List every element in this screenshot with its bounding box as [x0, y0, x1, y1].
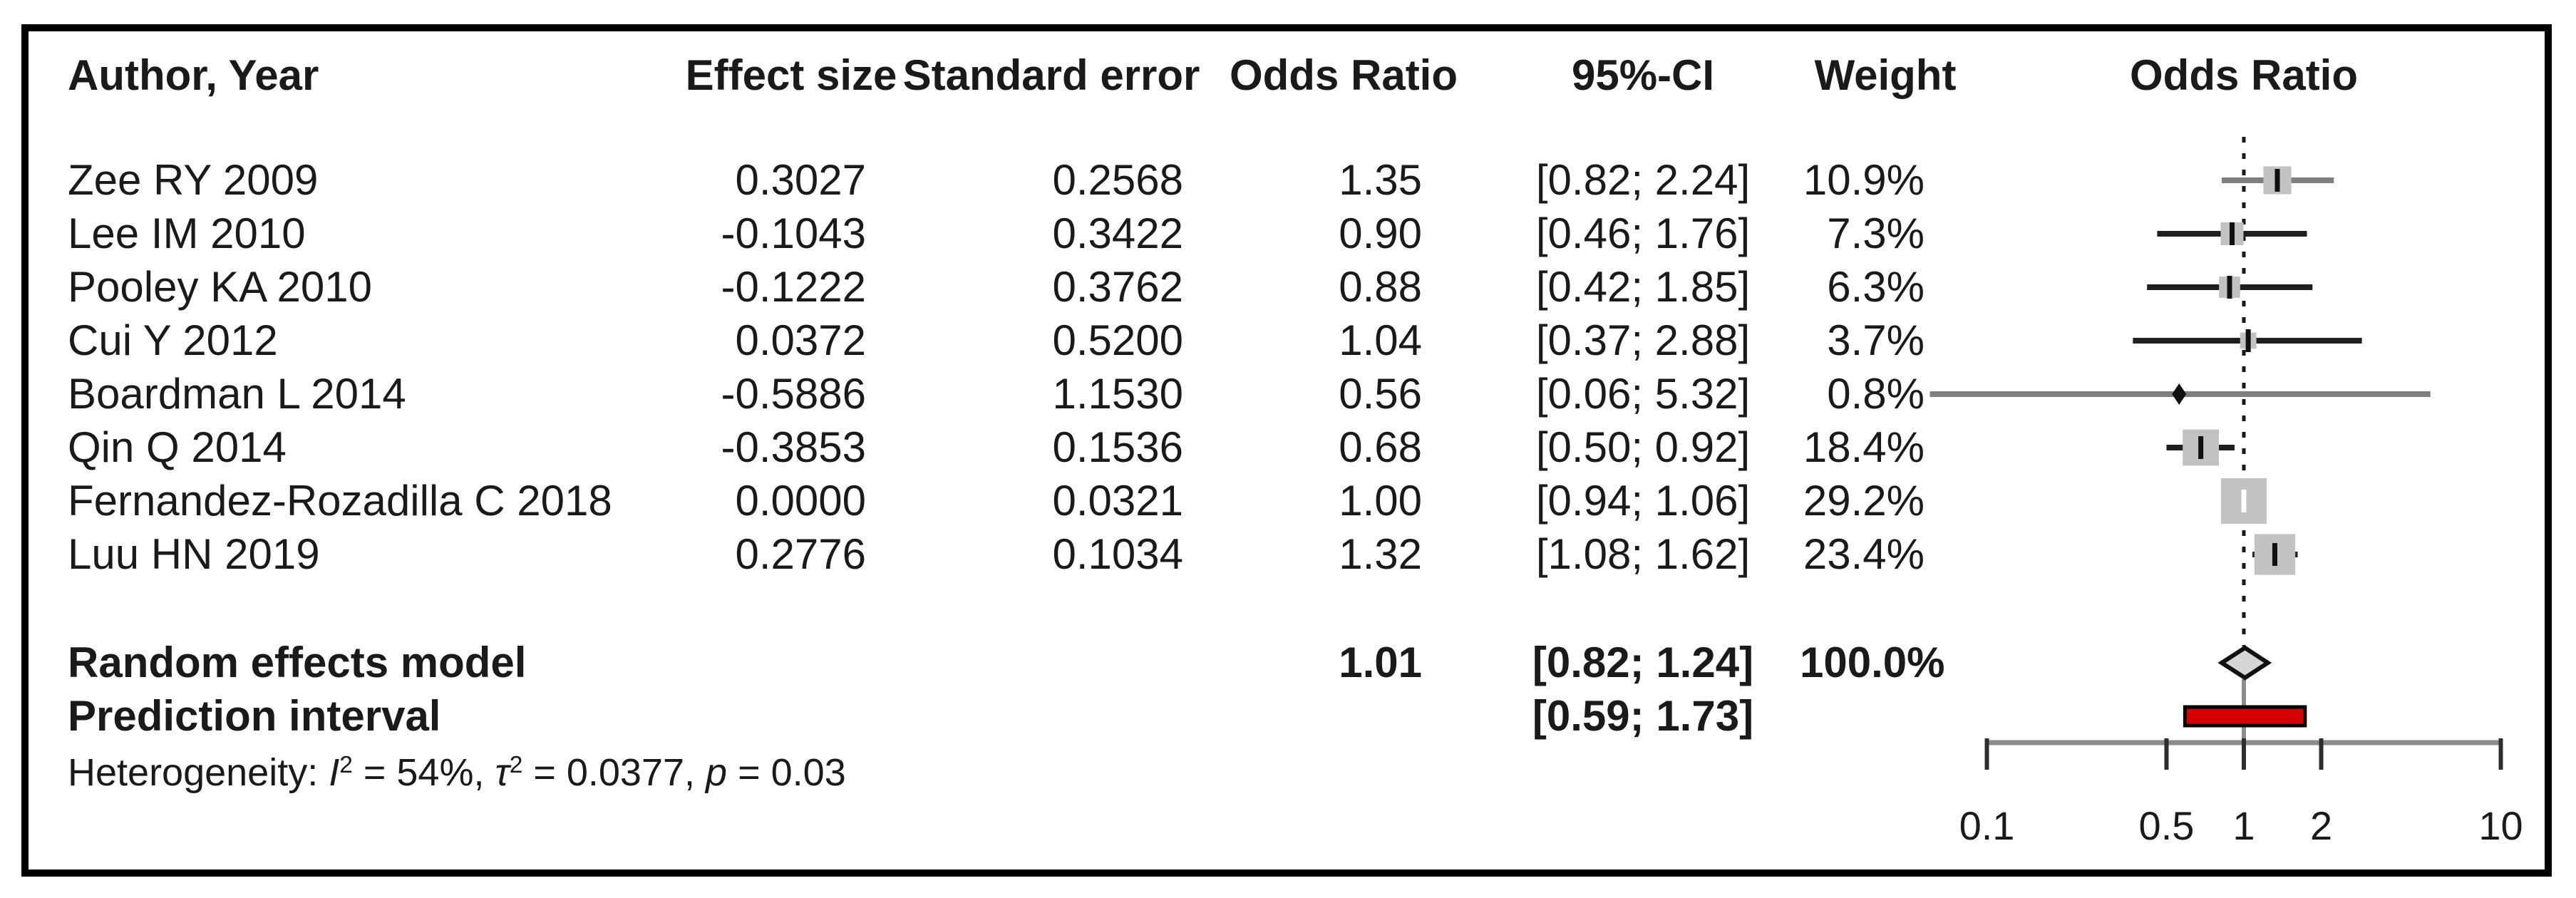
cell-author: Boardman L 2014: [68, 370, 406, 418]
cell-author: Pooley KA 2010: [68, 263, 373, 311]
het-seg2: = 0.0377,: [522, 751, 706, 794]
cell-ci: [0.37; 2.88]: [1535, 316, 1751, 364]
table-row: Qin Q 2014 -0.3853 0.1536 0.68 [0.50; 0.…: [68, 420, 1971, 475]
cell-weight: 10.9%: [1803, 156, 1925, 204]
cell-weight: 7.3%: [1827, 210, 1925, 257]
random-effects-ci: [0.82; 1.24]: [1532, 639, 1754, 686]
cell-ci: [0.42; 1.85]: [1535, 263, 1751, 311]
cell-author: Luu HN 2019: [68, 530, 320, 578]
het-i-symbol: I: [329, 751, 340, 794]
col-header-weight: Weight: [1814, 51, 1957, 99]
cell-author: Fernandez-Rozadilla C 2018: [68, 477, 612, 525]
table-header: Author, Year Effect size Standard error …: [68, 48, 1971, 103]
cell-ci: [0.50; 0.92]: [1535, 423, 1751, 471]
het-tau-sup: 2: [509, 751, 523, 778]
cell-weight: 3.7%: [1827, 316, 1925, 364]
cell-effect-size: 0.0000: [735, 477, 866, 525]
cell-weight: 23.4%: [1803, 530, 1925, 578]
cell-effect-size: -0.1222: [721, 263, 867, 311]
het-p-symbol: p: [706, 751, 728, 794]
prediction-interval-row: Prediction interval [0.59; 1.73]: [68, 689, 1971, 743]
het-prefix: Heterogeneity:: [68, 751, 329, 794]
cell-standard-error: 0.2568: [1052, 156, 1183, 204]
cell-author: Zee RY 2009: [68, 156, 319, 204]
plot-title: Odds Ratio: [2129, 51, 2359, 99]
cell-weight: 18.4%: [1803, 423, 1925, 471]
table-row: Luu HN 2019 0.2776 0.1034 1.32 [1.08; 1.…: [68, 527, 1971, 582]
cell-odds-ratio: 1.04: [1339, 316, 1422, 364]
cell-standard-error: 1.1530: [1052, 370, 1183, 418]
cell-standard-error: 0.3422: [1052, 210, 1183, 257]
table-row: Fernandez-Rozadilla C 2018 0.0000 0.0321…: [68, 474, 1971, 528]
het-i-sup: 2: [339, 751, 353, 778]
cell-effect-size: 0.0372: [735, 316, 866, 364]
random-effects-label: Random effects model: [68, 639, 527, 686]
cell-author: Lee IM 2010: [68, 210, 306, 257]
cell-standard-error: 0.1034: [1052, 530, 1183, 578]
cell-effect-size: -0.5886: [721, 370, 867, 418]
cell-effect-size: 0.2776: [735, 530, 866, 578]
cell-effect-size: -0.3853: [721, 423, 867, 471]
cell-odds-ratio: 1.35: [1339, 156, 1422, 204]
cell-author: Cui Y 2012: [68, 316, 278, 364]
prediction-interval-ci: [0.59; 1.73]: [1532, 692, 1754, 740]
cell-standard-error: 0.1536: [1052, 423, 1183, 471]
col-header-odds-ratio: Odds Ratio: [1229, 51, 1458, 99]
cell-ci: [0.94; 1.06]: [1535, 477, 1751, 525]
table-row: Pooley KA 2010 -0.1222 0.3762 0.88 [0.42…: [68, 260, 1971, 314]
col-header-ci: 95%-CI: [1571, 51, 1715, 99]
svg-text:2: 2: [2310, 803, 2332, 848]
cell-odds-ratio: 0.56: [1339, 370, 1422, 418]
het-seg3: = 0.03: [727, 751, 846, 794]
svg-text:0.5: 0.5: [2139, 803, 2195, 848]
heterogeneity-note: Heterogeneity: I2 = 54%, τ2 = 0.0377, p …: [68, 745, 846, 805]
cell-weight: 29.2%: [1803, 477, 1925, 525]
cell-ci: [0.46; 1.76]: [1535, 210, 1751, 257]
cell-weight: 6.3%: [1827, 263, 1925, 311]
cell-effect-size: -0.1043: [721, 210, 867, 257]
cell-author: Qin Q 2014: [68, 423, 287, 471]
table-row: Cui Y 2012 0.0372 0.5200 1.04 [0.37; 2.8…: [68, 314, 1971, 368]
svg-text:0.1: 0.1: [1959, 803, 2015, 848]
svg-text:1: 1: [2232, 803, 2255, 848]
col-header-standard-error: Standard error: [902, 51, 1200, 99]
cell-ci: [0.82; 2.24]: [1535, 156, 1751, 204]
random-effects-weight: 100.0%: [1800, 639, 1945, 686]
random-effects-or: 1.01: [1339, 639, 1422, 686]
svg-text:10: 10: [2478, 803, 2523, 848]
het-tau-symbol: τ: [495, 751, 510, 794]
cell-ci: [0.06; 5.32]: [1535, 370, 1751, 418]
table-row: Zee RY 2009 0.3027 0.2568 1.35 [0.82; 2.…: [68, 153, 1971, 207]
cell-standard-error: 0.3762: [1052, 263, 1183, 311]
cell-odds-ratio: 1.32: [1339, 530, 1422, 578]
col-header-author: Author, Year: [68, 51, 319, 99]
cell-weight: 0.8%: [1827, 370, 1925, 418]
cell-odds-ratio: 1.00: [1339, 477, 1422, 525]
cell-standard-error: 0.0321: [1052, 477, 1183, 525]
cell-ci: [1.08; 1.62]: [1535, 530, 1751, 578]
cell-odds-ratio: 0.88: [1339, 263, 1422, 311]
col-header-effect-size: Effect size: [685, 51, 897, 99]
figure-border: [21, 24, 2552, 877]
cell-odds-ratio: 0.68: [1339, 423, 1422, 471]
het-seg1: = 54%,: [352, 751, 495, 794]
table-row: Boardman L 2014 -0.5886 1.1530 0.56 [0.0…: [68, 367, 1971, 421]
cell-standard-error: 0.5200: [1052, 316, 1183, 364]
prediction-interval-label: Prediction interval: [68, 692, 441, 740]
table-row: Lee IM 2010 -0.1043 0.3422 0.90 [0.46; 1…: [68, 207, 1971, 261]
cell-effect-size: 0.3027: [735, 156, 866, 204]
random-effects-row: Random effects model 1.01 [0.82; 1.24] 1…: [68, 636, 1971, 690]
cell-odds-ratio: 0.90: [1339, 210, 1422, 257]
